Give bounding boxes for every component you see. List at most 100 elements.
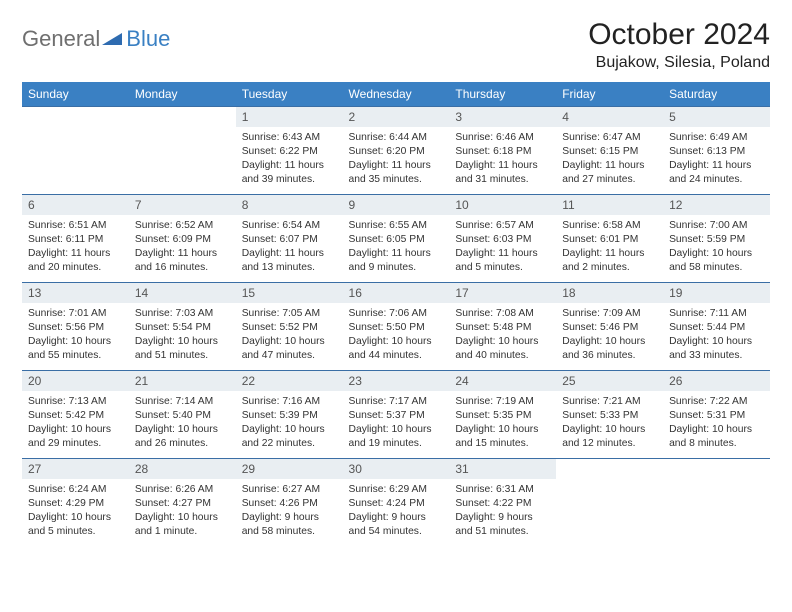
- sunrise-text: Sunrise: 6:52 AM: [135, 219, 230, 233]
- sunrise-text: Sunrise: 6:57 AM: [455, 219, 550, 233]
- calendar-day-cell: 15Sunrise: 7:05 AMSunset: 5:52 PMDayligh…: [236, 283, 343, 371]
- daylight-text: and 15 minutes.: [455, 437, 550, 451]
- day-number: 21: [129, 371, 236, 391]
- daylight-text: Daylight: 11 hours: [135, 247, 230, 261]
- day-number: 18: [556, 283, 663, 303]
- calendar-day-cell: 3Sunrise: 6:46 AMSunset: 6:18 PMDaylight…: [449, 107, 556, 195]
- day-number: 26: [663, 371, 770, 391]
- daylight-text: and 39 minutes.: [242, 173, 337, 187]
- day-number: 6: [22, 195, 129, 215]
- day-details: Sunrise: 6:43 AMSunset: 6:22 PMDaylight:…: [236, 127, 343, 189]
- daylight-text: Daylight: 11 hours: [349, 247, 444, 261]
- sunset-text: Sunset: 6:01 PM: [562, 233, 657, 247]
- calendar-day-cell: 20Sunrise: 7:13 AMSunset: 5:42 PMDayligh…: [22, 371, 129, 459]
- day-number: 10: [449, 195, 556, 215]
- daylight-text: and 51 minutes.: [135, 349, 230, 363]
- sunset-text: Sunset: 6:03 PM: [455, 233, 550, 247]
- day-number: 5: [663, 107, 770, 127]
- sunset-text: Sunset: 5:35 PM: [455, 409, 550, 423]
- day-details: Sunrise: 7:03 AMSunset: 5:54 PMDaylight:…: [129, 303, 236, 365]
- daylight-text: and 19 minutes.: [349, 437, 444, 451]
- day-number: 24: [449, 371, 556, 391]
- calendar-day-cell: 4 Sunrise: 6:47 AMSunset: 6:15 PMDaylight…: [556, 107, 663, 195]
- day-details: Sunrise: 7:08 AMSunset: 5:48 PMDaylight:…: [449, 303, 556, 365]
- weekday-header: Friday: [556, 82, 663, 107]
- day-details: Sunrise: 7:14 AMSunset: 5:40 PMDaylight:…: [129, 391, 236, 453]
- day-details: Sunrise: 6:52 AMSunset: 6:09 PMDaylight:…: [129, 215, 236, 277]
- calendar-day-cell: 22Sunrise: 7:16 AMSunset: 5:39 PMDayligh…: [236, 371, 343, 459]
- sunrise-text: Sunrise: 7:16 AM: [242, 395, 337, 409]
- day-details: Sunrise: 6:54 AMSunset: 6:07 PMDaylight:…: [236, 215, 343, 277]
- sunset-text: Sunset: 6:13 PM: [669, 145, 764, 159]
- daylight-text: Daylight: 11 hours: [562, 159, 657, 173]
- day-number: 19: [663, 283, 770, 303]
- daylight-text: and 16 minutes.: [135, 261, 230, 275]
- daylight-text: Daylight: 10 hours: [135, 423, 230, 437]
- daylight-text: and 22 minutes.: [242, 437, 337, 451]
- daylight-text: and 58 minutes.: [669, 261, 764, 275]
- day-details: Sunrise: 6:49 AMSunset: 6:13 PMDaylight:…: [663, 127, 770, 189]
- sunset-text: Sunset: 5:59 PM: [669, 233, 764, 247]
- sunset-text: Sunset: 6:09 PM: [135, 233, 230, 247]
- day-details: Sunrise: 6:31 AMSunset: 4:22 PMDaylight:…: [449, 479, 556, 541]
- location: Bujakow, Silesia, Poland: [588, 54, 770, 72]
- daylight-text: and 47 minutes.: [242, 349, 337, 363]
- calendar-day-cell: 1Sunrise: 6:43 AMSunset: 6:22 PMDaylight…: [236, 107, 343, 195]
- sunrise-text: Sunrise: 6:43 AM: [242, 131, 337, 145]
- calendar-day-cell: 6Sunrise: 6:51 AMSunset: 6:11 PMDaylight…: [22, 195, 129, 283]
- calendar-day-cell: 26Sunrise: 7:22 AMSunset: 5:31 PMDayligh…: [663, 371, 770, 459]
- daylight-text: Daylight: 10 hours: [349, 423, 444, 437]
- day-number: 16: [343, 283, 450, 303]
- calendar-day-cell: [556, 459, 663, 547]
- day-details: Sunrise: 6:57 AMSunset: 6:03 PMDaylight:…: [449, 215, 556, 277]
- day-number: 1: [236, 107, 343, 127]
- sunrise-text: Sunrise: 6:24 AM: [28, 483, 123, 497]
- daylight-text: Daylight: 10 hours: [242, 423, 337, 437]
- sunrise-text: Sunrise: 6:58 AM: [562, 219, 657, 233]
- day-details: Sunrise: 6:26 AMSunset: 4:27 PMDaylight:…: [129, 479, 236, 541]
- daylight-text: Daylight: 10 hours: [242, 335, 337, 349]
- sunset-text: Sunset: 4:27 PM: [135, 497, 230, 511]
- daylight-text: and 24 minutes.: [669, 173, 764, 187]
- day-details: Sunrise: 6:58 AMSunset: 6:01 PMDaylight:…: [556, 215, 663, 277]
- day-number: 4: [556, 107, 663, 127]
- calendar-day-cell: 7Sunrise: 6:52 AMSunset: 6:09 PMDaylight…: [129, 195, 236, 283]
- sunrise-text: Sunrise: 7:22 AM: [669, 395, 764, 409]
- sunset-text: Sunset: 5:44 PM: [669, 321, 764, 335]
- daylight-text: and 8 minutes.: [669, 437, 764, 451]
- day-number: 12: [663, 195, 770, 215]
- sunset-text: Sunset: 6:18 PM: [455, 145, 550, 159]
- daylight-text: Daylight: 10 hours: [562, 335, 657, 349]
- sunrise-text: Sunrise: 7:13 AM: [28, 395, 123, 409]
- calendar-day-cell: [663, 459, 770, 547]
- day-number: 23: [343, 371, 450, 391]
- day-number: 14: [129, 283, 236, 303]
- weekday-header: Tuesday: [236, 82, 343, 107]
- day-number: 11: [556, 195, 663, 215]
- daylight-text: Daylight: 11 hours: [349, 159, 444, 173]
- sunset-text: Sunset: 5:56 PM: [28, 321, 123, 335]
- calendar-day-cell: 28Sunrise: 6:26 AMSunset: 4:27 PMDayligh…: [129, 459, 236, 547]
- logo: General Blue: [22, 18, 170, 52]
- daylight-text: Daylight: 11 hours: [242, 159, 337, 173]
- daylight-text: Daylight: 11 hours: [455, 159, 550, 173]
- calendar-table: Sunday Monday Tuesday Wednesday Thursday…: [22, 82, 770, 547]
- day-details: Sunrise: 7:00 AMSunset: 5:59 PMDaylight:…: [663, 215, 770, 277]
- sunset-text: Sunset: 5:40 PM: [135, 409, 230, 423]
- daylight-text: Daylight: 11 hours: [669, 159, 764, 173]
- daylight-text: and 27 minutes.: [562, 173, 657, 187]
- sunset-text: Sunset: 6:07 PM: [242, 233, 337, 247]
- calendar-day-cell: 16Sunrise: 7:06 AMSunset: 5:50 PMDayligh…: [343, 283, 450, 371]
- daylight-text: and 35 minutes.: [349, 173, 444, 187]
- daylight-text: Daylight: 10 hours: [28, 423, 123, 437]
- calendar-day-cell: 19Sunrise: 7:11 AMSunset: 5:44 PMDayligh…: [663, 283, 770, 371]
- sunset-text: Sunset: 6:22 PM: [242, 145, 337, 159]
- sunrise-text: Sunrise: 6:47 AM: [562, 131, 657, 145]
- daylight-text: and 55 minutes.: [28, 349, 123, 363]
- sunrise-text: Sunrise: 6:51 AM: [28, 219, 123, 233]
- calendar-day-cell: 23Sunrise: 7:17 AMSunset: 5:37 PMDayligh…: [343, 371, 450, 459]
- sunset-text: Sunset: 6:15 PM: [562, 145, 657, 159]
- daylight-text: and 9 minutes.: [349, 261, 444, 275]
- calendar-week-row: 1Sunrise: 6:43 AMSunset: 6:22 PMDaylight…: [22, 107, 770, 195]
- sunset-text: Sunset: 5:54 PM: [135, 321, 230, 335]
